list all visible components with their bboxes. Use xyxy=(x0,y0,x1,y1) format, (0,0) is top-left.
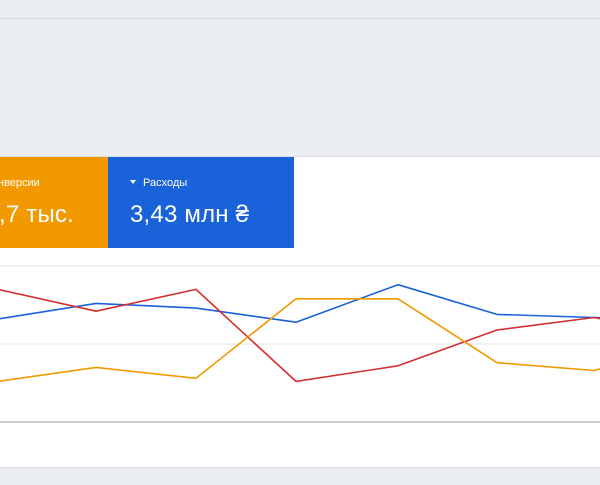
caret-down-icon[interactable] xyxy=(130,180,136,184)
performance-chart xyxy=(0,248,600,467)
conversions-metric-tile[interactable]: нверсии ,7 тыс. xyxy=(0,157,108,248)
conversions-metric-value: ,7 тыс. xyxy=(0,201,74,228)
chart-series-line-3[interactable] xyxy=(0,297,600,382)
bottom-band xyxy=(0,467,600,485)
cost-metric-label: Расходы xyxy=(143,177,188,189)
cost-metric-value: 3,43 млн ₴ xyxy=(130,201,250,228)
chart-series-line-2[interactable] xyxy=(0,288,600,383)
metrics-card: нверсии ,7 тыс. Расходы 3,43 млн ₴ xyxy=(0,156,600,249)
cost-metric-tile[interactable]: Расходы 3,43 млн ₴ xyxy=(108,157,294,248)
cost-metric-header: Расходы xyxy=(130,177,187,189)
chart-series-line-1[interactable] xyxy=(0,283,600,323)
performance-chart-svg xyxy=(0,265,600,423)
conversions-metric-label: нверсии xyxy=(0,177,40,189)
top-band xyxy=(0,0,600,19)
header-area xyxy=(0,19,600,156)
